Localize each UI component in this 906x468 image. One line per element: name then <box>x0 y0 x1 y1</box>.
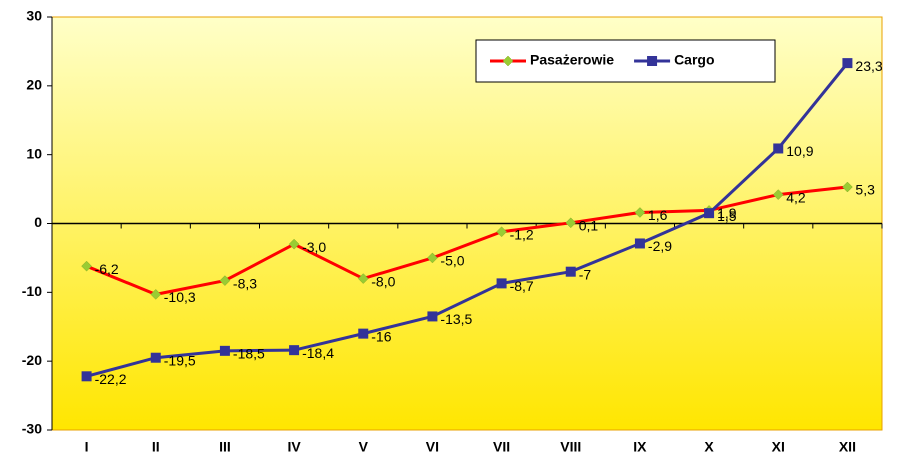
data-point <box>427 311 438 322</box>
y-tick-label: 10 <box>26 145 42 161</box>
x-tick-label: III <box>219 439 231 455</box>
x-tick-label: VI <box>426 439 439 455</box>
data-label: -18,4 <box>302 345 334 361</box>
data-point <box>288 238 300 250</box>
data-point <box>565 217 577 229</box>
data-label: 1,5 <box>717 208 737 224</box>
data-label: -8,0 <box>371 273 395 289</box>
series-line <box>86 62 849 378</box>
data-point <box>842 181 853 193</box>
data-point <box>634 238 645 249</box>
legend-marker <box>647 56 658 66</box>
data-point <box>81 260 92 272</box>
data-point <box>772 189 784 200</box>
data-point <box>496 278 507 289</box>
y-tick-label: 30 <box>26 8 42 24</box>
data-label: -18,5 <box>233 346 265 362</box>
data-point <box>496 226 507 238</box>
series-line <box>86 185 848 296</box>
data-label: 1,6 <box>648 207 668 223</box>
legend-label: Pasażerowie <box>530 52 614 68</box>
x-tick-label: I <box>85 439 89 455</box>
data-label: -8,3 <box>233 275 257 291</box>
data-point <box>219 345 230 356</box>
data-label: -8,7 <box>510 278 534 294</box>
x-tick-label: V <box>359 439 369 455</box>
y-tick-label: -10 <box>22 283 42 299</box>
data-label: 10,9 <box>786 143 813 159</box>
data-label: -16 <box>371 328 391 344</box>
data-label: 5,3 <box>855 182 875 198</box>
data-point <box>358 328 369 339</box>
data-point <box>704 208 715 219</box>
x-tick-label: VIII <box>560 439 581 455</box>
data-point <box>634 207 646 218</box>
y-tick-label: -20 <box>22 352 42 368</box>
x-tick-label: VII <box>493 439 510 455</box>
x-tick-label: X <box>704 439 714 455</box>
data-label: 0,1 <box>579 218 599 234</box>
data-point <box>427 252 438 264</box>
data-label: -2,9 <box>648 238 672 254</box>
data-point <box>150 352 161 363</box>
x-tick-label: XI <box>772 439 785 455</box>
data-point <box>219 275 231 286</box>
data-point <box>81 371 92 382</box>
data-label: -19,5 <box>164 352 196 368</box>
data-label: -3,0 <box>302 239 326 255</box>
data-label: -7 <box>579 266 592 282</box>
x-tick-label: XII <box>839 439 856 455</box>
data-point <box>289 345 300 356</box>
x-tick-label: II <box>152 439 160 455</box>
data-point <box>565 266 576 277</box>
data-label: 23,3 <box>855 58 882 74</box>
data-point <box>773 143 784 154</box>
legend-label: Cargo <box>674 52 714 68</box>
data-label: 1,9 <box>717 205 737 221</box>
data-label: -5,0 <box>440 253 464 269</box>
legend-marker <box>502 55 514 67</box>
data-label: -1,2 <box>510 226 534 242</box>
y-tick-label: 0 <box>34 214 42 230</box>
y-tick-label: 20 <box>26 77 42 93</box>
data-label: -22,2 <box>95 371 127 387</box>
data-point <box>150 289 162 300</box>
data-label: -13,5 <box>440 311 472 327</box>
y-tick-label: -30 <box>22 421 42 437</box>
data-label: -6,2 <box>95 261 119 277</box>
data-point <box>357 273 369 284</box>
data-label: -10,3 <box>164 289 196 305</box>
data-point <box>842 58 853 69</box>
x-tick-label: IX <box>633 439 647 455</box>
data-label: 4,2 <box>786 189 806 205</box>
x-tick-label: IV <box>287 439 301 455</box>
